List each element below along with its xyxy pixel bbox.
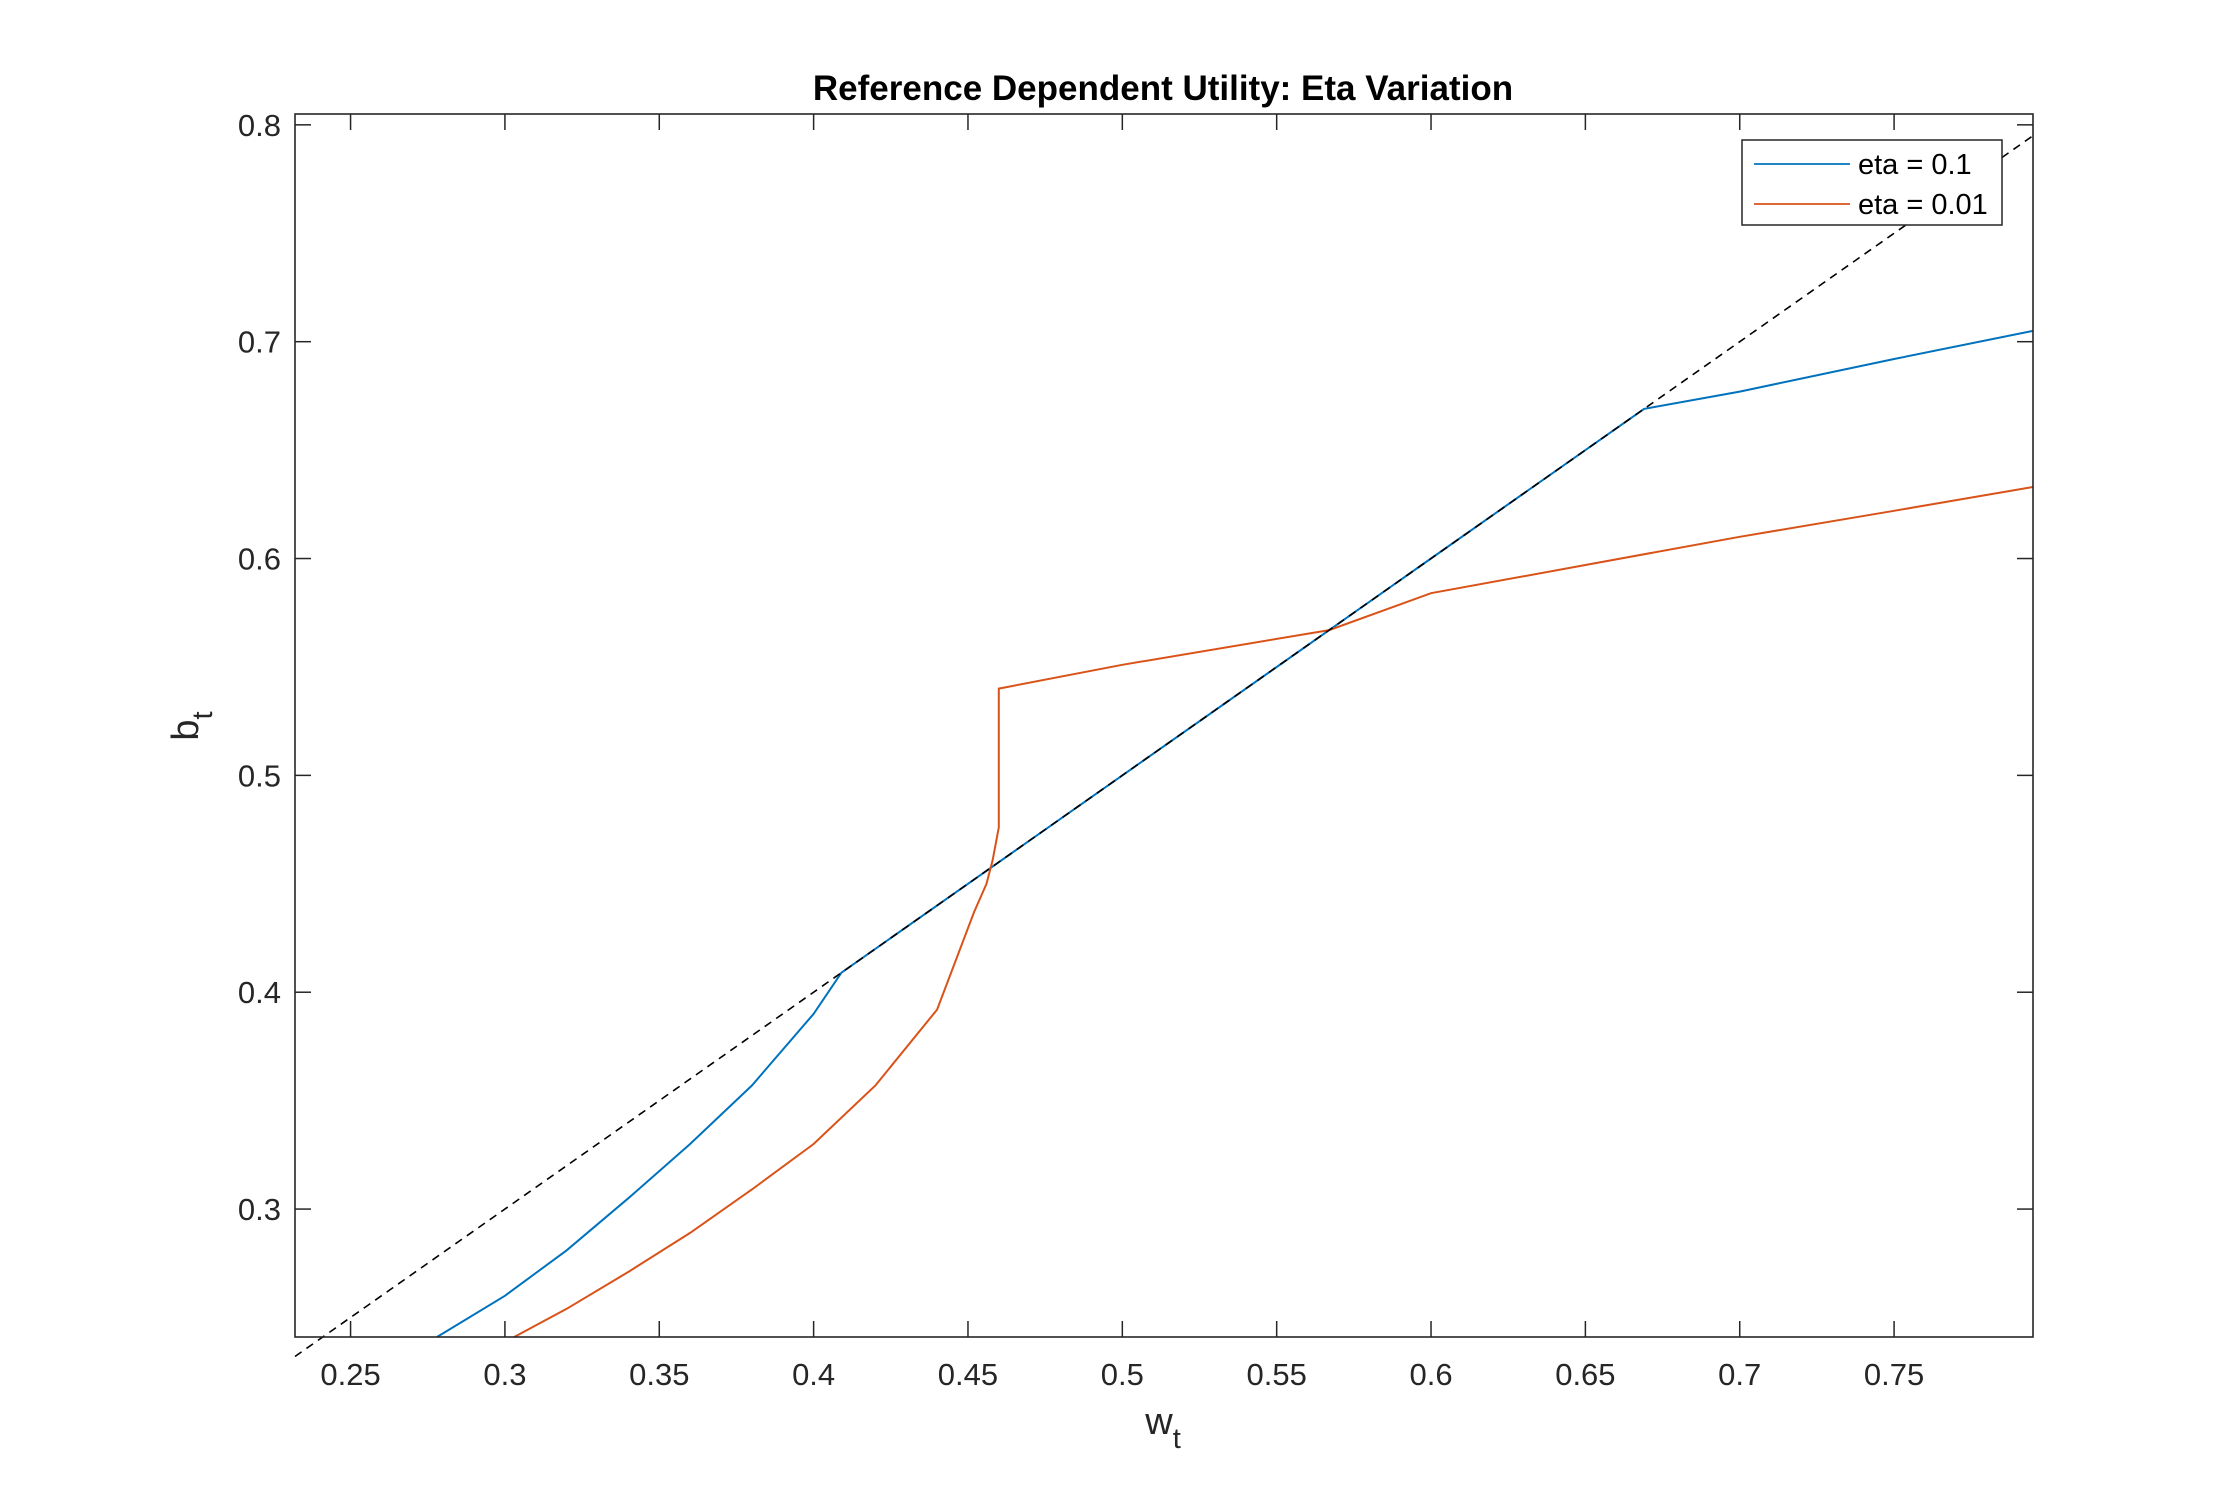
x-tick-label: 0.75 <box>1864 1357 1924 1392</box>
y-tick-label: 0.4 <box>238 975 281 1010</box>
x-tick-label: 0.4 <box>792 1357 835 1392</box>
x-tick-label: 0.35 <box>629 1357 689 1392</box>
series-line-eta-0.01 <box>513 486 2034 1338</box>
x-tick-label: 0.25 <box>320 1357 380 1392</box>
y-tick-label: 0.8 <box>238 108 281 143</box>
y-axis: 0.3 0.4 0.5 0.6 0.7 0.8 <box>238 108 2033 1227</box>
x-tick-label: 0.7 <box>1718 1357 1761 1392</box>
x-axis: 0.25 0.3 0.35 0.4 0.45 0.5 0.55 0.6 0.65 0.7 0.75 <box>320 114 1924 1392</box>
x-tick-label: 0.65 <box>1555 1357 1615 1392</box>
chart-title: Reference Dependent Utility: Eta Variati… <box>813 69 1513 108</box>
legend-label-eta-0.1: eta = 0.1 <box>1858 149 1972 181</box>
x-tick-label: 0.5 <box>1101 1357 1144 1392</box>
x-axis-label: wt <box>1144 1401 1181 1455</box>
y-axis-label: bt <box>165 711 219 740</box>
y-tick-label: 0.6 <box>238 542 281 577</box>
plot-area <box>294 113 2034 1338</box>
x-tick-label: 0.45 <box>938 1357 998 1392</box>
y-tick-label: 0.3 <box>238 1192 281 1227</box>
legend-label-eta-0.01: eta = 0.01 <box>1858 189 1988 221</box>
y-tick-label: 0.7 <box>238 325 281 360</box>
plot-lines <box>294 135 2034 1358</box>
legend-box <box>1741 139 2003 226</box>
x-tick-label: 0.55 <box>1247 1357 1307 1392</box>
x-tick-label: 0.6 <box>1409 1357 1452 1392</box>
series-line-eta-0.1 <box>436 329 2034 1338</box>
y-tick-label: 0.5 <box>238 758 281 793</box>
legend: eta = 0.1 eta = 0.01 <box>1741 139 2003 226</box>
x-tick-label: 0.3 <box>483 1357 526 1392</box>
reference-diagonal-line <box>294 135 2034 1358</box>
